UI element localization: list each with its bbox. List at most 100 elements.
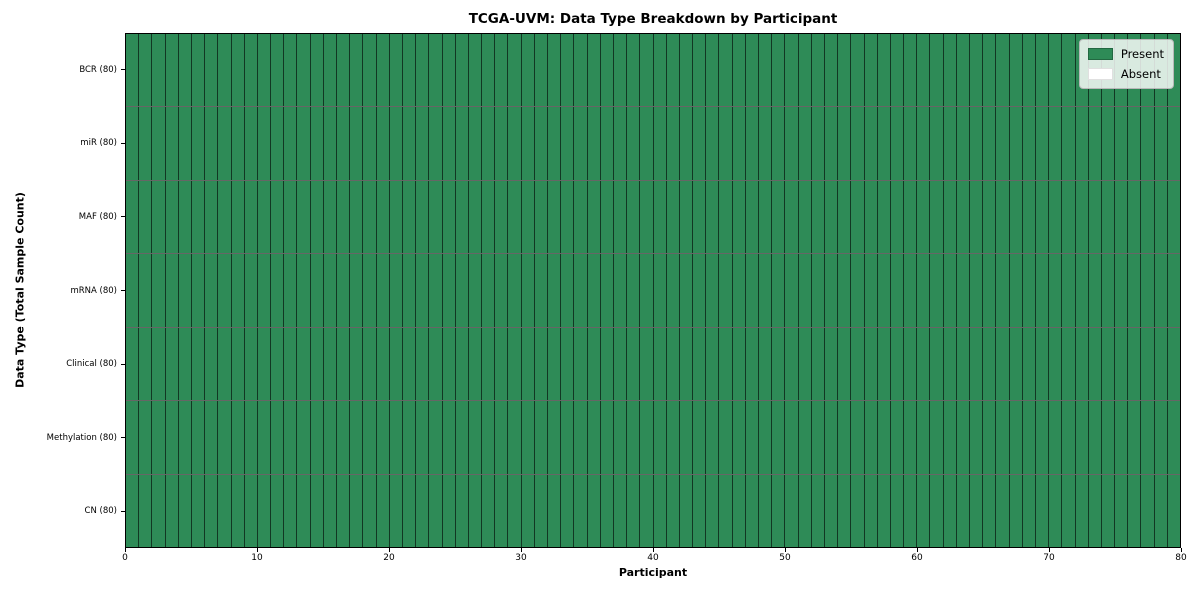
heatmap-cell <box>587 34 601 107</box>
heatmap-cell <box>930 401 944 474</box>
heatmap-cell <box>627 327 641 401</box>
heatmap-cell <box>851 34 865 107</box>
heatmap-cell <box>561 34 575 107</box>
heatmap-cell <box>772 180 786 254</box>
heatmap-cell <box>864 327 878 401</box>
x-tick-label: 10 <box>251 553 263 563</box>
heatmap-cell <box>1154 401 1168 474</box>
heatmap-cell <box>653 474 667 547</box>
heatmap-cell <box>877 180 891 254</box>
heatmap-cell <box>1101 180 1116 254</box>
heatmap-cell <box>904 254 918 327</box>
heatmap-cell <box>1035 34 1050 107</box>
heatmap-cell <box>851 180 865 254</box>
heatmap-cell <box>943 401 957 474</box>
x-tick-mark <box>652 548 654 552</box>
heatmap-cell <box>785 474 799 547</box>
heatmap-cell <box>956 474 970 547</box>
heatmap-cell <box>561 401 575 474</box>
heatmap-cell <box>152 327 166 401</box>
heatmap-cell <box>139 34 153 107</box>
heatmap-cell <box>468 180 483 254</box>
heatmap-cell <box>1009 34 1023 107</box>
heatmap-cell <box>297 401 311 474</box>
heatmap-cell <box>613 474 628 547</box>
heatmap-cell <box>495 34 509 107</box>
heatmap-cell <box>271 107 285 180</box>
x-tick-label: 50 <box>779 553 791 563</box>
heatmap-cell <box>838 327 852 401</box>
heatmap-cell <box>1154 180 1168 254</box>
heatmap-cell <box>719 401 733 474</box>
heatmap-cell <box>904 401 918 474</box>
heatmap-cell <box>468 327 483 401</box>
heatmap-cell <box>257 254 272 327</box>
x-tick-label: 0 <box>122 553 128 563</box>
heatmap-cell <box>1022 254 1036 327</box>
heatmap-cell <box>205 180 219 254</box>
heatmap-cell <box>693 34 707 107</box>
heatmap-cell <box>640 180 654 254</box>
heatmap-cell <box>1049 401 1063 474</box>
heatmap-cell <box>943 254 957 327</box>
heatmap-cell <box>732 327 746 401</box>
x-tick-mark <box>1048 548 1050 552</box>
heatmap-cell <box>732 34 746 107</box>
heatmap-cell <box>1101 401 1116 474</box>
x-axis: 0 10 20 30 40 50 60 70 80 <box>122 548 1187 566</box>
heatmap-cell <box>627 474 641 547</box>
heatmap-cell <box>337 401 351 474</box>
legend-label: Present <box>1120 47 1164 61</box>
heatmap-cell <box>126 401 140 474</box>
heatmap-cell <box>165 34 179 107</box>
heatmap-cell <box>363 254 377 327</box>
heatmap-cell <box>323 34 337 107</box>
heatmap-cell <box>482 474 496 547</box>
heatmap-cell <box>600 474 614 547</box>
heatmap-cell <box>851 327 865 401</box>
heatmap-cell <box>271 327 285 401</box>
heatmap-cell <box>402 254 417 327</box>
heatmap-cell <box>521 180 535 254</box>
heatmap-cell <box>495 107 509 180</box>
heatmap-cell <box>732 107 746 180</box>
heatmap-grid <box>126 34 1180 547</box>
heatmap-cell <box>389 107 403 180</box>
heatmap-cell <box>917 107 931 180</box>
x-tick-mark <box>784 548 786 552</box>
heatmap-cell <box>890 180 905 254</box>
heatmap-cell <box>191 327 206 401</box>
heatmap-cell <box>785 401 799 474</box>
heatmap-cell <box>152 474 166 547</box>
heatmap-cell <box>1141 327 1155 401</box>
heatmap-cell <box>666 34 680 107</box>
heatmap-cell <box>996 401 1010 474</box>
heatmap-cell <box>877 401 891 474</box>
heatmap-row-maf <box>126 180 1180 255</box>
heatmap-cell <box>1009 107 1023 180</box>
heatmap-cell <box>824 180 839 254</box>
heatmap-cell <box>943 34 957 107</box>
heatmap-cell <box>442 254 456 327</box>
heatmap-cell <box>759 34 773 107</box>
heatmap-cell <box>455 180 469 254</box>
heatmap-cell <box>1167 180 1180 254</box>
heatmap-cell <box>495 401 509 474</box>
heatmap-cell <box>772 474 786 547</box>
heatmap-cell <box>310 34 324 107</box>
heatmap-cell <box>1101 474 1116 547</box>
heatmap-cell <box>429 474 443 547</box>
heatmap-cell <box>824 254 839 327</box>
heatmap-cell <box>996 107 1010 180</box>
heatmap-cell <box>693 254 707 327</box>
heatmap-cell <box>1035 327 1050 401</box>
heatmap-cell <box>983 327 997 401</box>
heatmap-cell <box>389 180 403 254</box>
y-tick-label: CN (80) <box>84 506 117 517</box>
heatmap-cell <box>1088 254 1102 327</box>
heatmap-cell <box>416 180 430 254</box>
heatmap-cell <box>534 327 548 401</box>
heatmap-cell <box>139 474 153 547</box>
heatmap-cell <box>1075 401 1089 474</box>
